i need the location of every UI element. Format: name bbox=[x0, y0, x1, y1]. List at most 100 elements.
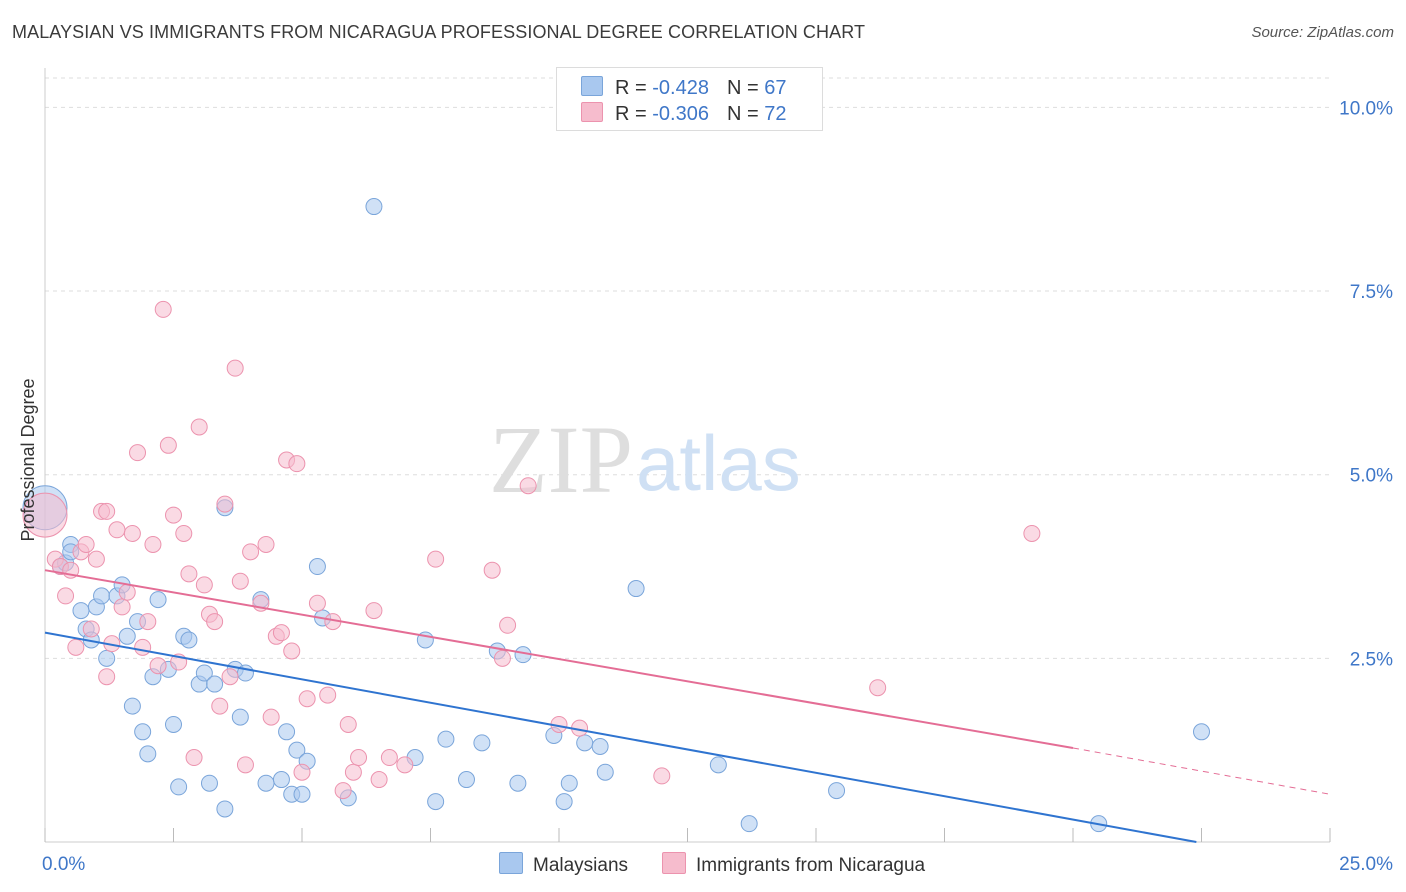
nicaragua-point bbox=[493, 649, 511, 667]
malaysian-point bbox=[437, 730, 455, 748]
nicaragua-point bbox=[216, 495, 234, 513]
nicaragua-point bbox=[350, 749, 368, 767]
nicaragua-point bbox=[144, 535, 162, 553]
nicaragua-point bbox=[195, 576, 213, 594]
nicaragua-point bbox=[308, 594, 326, 612]
watermark-atlas: atlas bbox=[636, 419, 801, 507]
nicaragua-point bbox=[221, 668, 239, 686]
series-legend: Malaysians Immigrants from Nicaragua bbox=[0, 852, 1406, 878]
nicaragua-point bbox=[67, 638, 85, 656]
blue-swatch-icon bbox=[499, 852, 523, 874]
nicaragua-point bbox=[206, 613, 224, 631]
malaysian-point bbox=[231, 708, 249, 726]
nicaragua-point bbox=[519, 477, 537, 495]
nicaragua-point bbox=[653, 767, 671, 785]
malaysian-point bbox=[149, 591, 167, 609]
malaysian-point bbox=[93, 587, 111, 605]
malaysian-point bbox=[272, 771, 290, 789]
watermark-zip: ZIP bbox=[489, 406, 633, 513]
nicaragua-point bbox=[427, 550, 445, 568]
y-tick-label: 10.0% bbox=[1339, 98, 1393, 119]
nicaragua-point bbox=[118, 583, 136, 601]
malaysian-point bbox=[828, 782, 846, 800]
legend-r-value: -0.306 bbox=[652, 103, 709, 125]
x-tick-label-start: 0.0% bbox=[42, 854, 85, 875]
malaysian-point bbox=[72, 602, 90, 620]
nicaragua-point bbox=[185, 749, 203, 767]
nicaragua-point bbox=[344, 763, 362, 781]
malaysian-point bbox=[257, 774, 275, 792]
nicaragua-point bbox=[293, 763, 311, 781]
nicaragua-point bbox=[98, 668, 116, 686]
nicaragua-point bbox=[82, 620, 100, 638]
nicaragua-point bbox=[139, 613, 157, 631]
x-tick-label-end: 25.0% bbox=[1339, 854, 1393, 875]
nicaragua-point bbox=[499, 616, 517, 634]
legend-label: Malaysians bbox=[533, 855, 629, 876]
nicaragua-point bbox=[242, 543, 260, 561]
legend-n-value: 67 bbox=[764, 77, 787, 99]
legend-label: Immigrants from Nicaragua bbox=[696, 855, 926, 876]
malaysian-point bbox=[98, 649, 116, 667]
malaysian-point bbox=[627, 580, 645, 598]
malaysian-point bbox=[457, 771, 475, 789]
nicaragua-point bbox=[288, 455, 306, 473]
legend-item-nicaragua[interactable]: Immigrants from Nicaragua bbox=[662, 852, 925, 877]
malaysian-point bbox=[180, 631, 198, 649]
legend-r-value: -0.428 bbox=[652, 77, 709, 99]
nicaragua-point bbox=[226, 359, 244, 377]
malaysian-point bbox=[293, 785, 311, 803]
nicaragua-point bbox=[77, 535, 95, 553]
trend-line-extension bbox=[1072, 747, 1331, 795]
chart-title: MALAYSIAN VS IMMIGRANTS FROM NICARAGUA P… bbox=[12, 22, 866, 42]
malaysian-point bbox=[195, 664, 213, 682]
nicaragua-point bbox=[298, 690, 316, 708]
malaysian-point bbox=[473, 734, 491, 752]
nicaragua-point bbox=[190, 418, 208, 436]
nicaragua-point bbox=[57, 587, 75, 605]
malaysian-point bbox=[596, 763, 614, 781]
trend-line bbox=[44, 631, 1197, 843]
nicaragua-point bbox=[370, 771, 388, 789]
malaysian-point bbox=[200, 774, 218, 792]
source-label: Source: ZipAtlas.com bbox=[1251, 24, 1394, 41]
axis-labels: 2.5% 5.0% 7.5% 10.0% 0.0% 25.0% Professional D… bbox=[18, 98, 1393, 875]
malaysian-point bbox=[591, 738, 609, 755]
malaysian-point bbox=[555, 793, 573, 811]
nicaragua-point bbox=[159, 436, 177, 454]
malaysian-point bbox=[118, 627, 136, 645]
data-points bbox=[22, 198, 1210, 833]
legend-item-malaysians[interactable]: Malaysians bbox=[499, 852, 628, 877]
nicaragua-point bbox=[165, 506, 182, 524]
nicaragua-point bbox=[129, 444, 147, 462]
correlation-legend: R = -0.428 N = 67 R = -0.306 N = 72 bbox=[556, 67, 823, 131]
malaysian-point bbox=[170, 778, 188, 796]
watermark: ZIP atlas bbox=[489, 406, 801, 513]
nicaragua-point bbox=[211, 697, 229, 715]
legend-row-nicaragua: R = -0.306 N = 72 bbox=[581, 102, 786, 126]
legend-n-label: N = bbox=[726, 77, 765, 99]
nicaragua-point bbox=[396, 756, 414, 774]
nicaragua-point bbox=[134, 638, 152, 656]
malaysian-point bbox=[288, 741, 306, 759]
nicaragua-point bbox=[108, 521, 126, 539]
nicaragua-point bbox=[319, 686, 337, 704]
y-tick-label: 2.5% bbox=[1350, 649, 1393, 670]
blue-swatch-icon bbox=[581, 76, 603, 96]
nicaragua-point bbox=[113, 598, 131, 616]
legend-n-label: N = bbox=[726, 103, 765, 125]
trend-line bbox=[44, 569, 1074, 749]
nicaragua-point bbox=[483, 561, 501, 579]
malaysian-point bbox=[560, 774, 578, 792]
legend-n-value: 72 bbox=[764, 103, 787, 125]
malaysian-point bbox=[1193, 723, 1210, 741]
malaysian-point bbox=[278, 723, 296, 741]
legend-r-label: R = bbox=[615, 103, 653, 125]
axes bbox=[44, 68, 1331, 843]
nicaragua-point bbox=[154, 300, 172, 318]
nicaragua-point bbox=[22, 492, 68, 538]
nicaragua-point bbox=[175, 524, 193, 542]
malaysian-point bbox=[134, 723, 152, 741]
malaysian-point bbox=[709, 756, 727, 774]
